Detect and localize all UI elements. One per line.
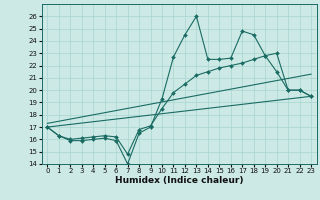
X-axis label: Humidex (Indice chaleur): Humidex (Indice chaleur) xyxy=(115,176,244,185)
